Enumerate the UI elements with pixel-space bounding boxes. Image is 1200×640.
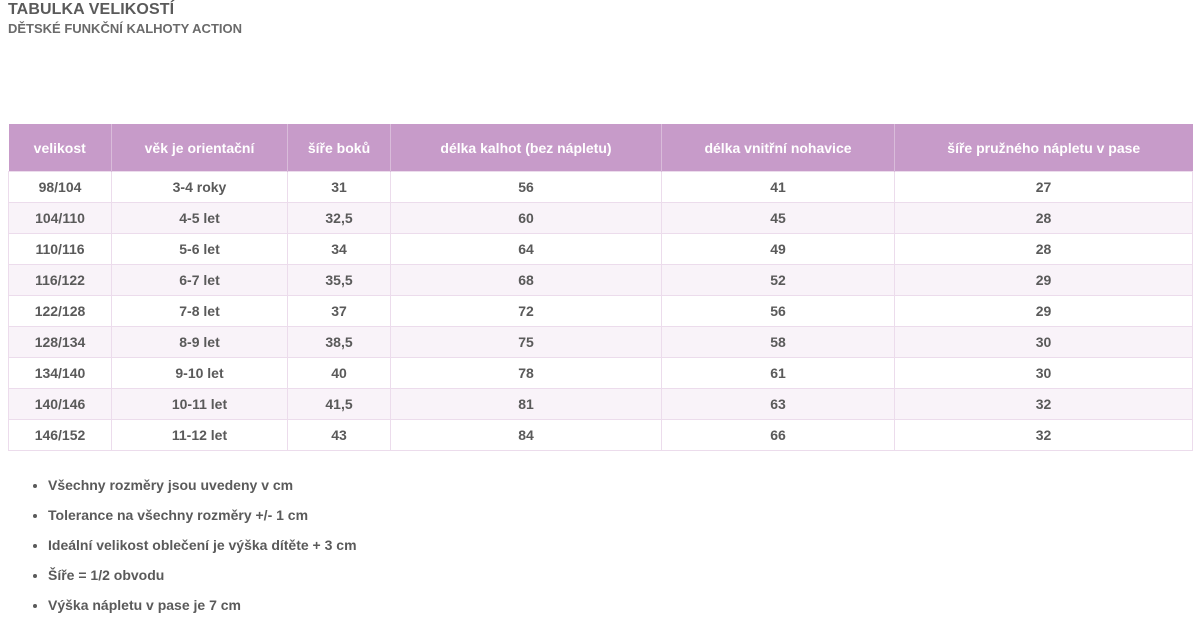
column-header: délka vnitřní nohavice	[661, 124, 895, 172]
table-cell: 9-10 let	[111, 357, 288, 389]
table-cell: 78	[390, 357, 662, 389]
table-row: 140/146 10-11 let 41,5 81 63 32	[8, 388, 1193, 420]
table-cell: 28	[894, 233, 1193, 265]
table-cell: 41,5	[287, 388, 391, 420]
table-row: 98/104 3-4 roky 31 56 41 27	[8, 171, 1193, 203]
table-row: 104/110 4-5 let 32,5 60 45 28	[8, 202, 1193, 234]
table-cell: 116/122	[8, 264, 112, 296]
table-cell: 38,5	[287, 326, 391, 358]
page-subtitle: DĚTSKÉ FUNKČNÍ KALHOTY ACTION	[8, 21, 242, 36]
column-header: šíře pružného nápletu v pase	[894, 124, 1193, 172]
column-header: věk je orientační	[111, 124, 288, 172]
column-header: šíře boků	[287, 124, 391, 172]
note-item: Tolerance na všechny rozměry +/- 1 cm	[48, 504, 358, 526]
note-item: Výška nápletu v pase je 7 cm	[48, 594, 358, 616]
table-cell: 5-6 let	[111, 233, 288, 265]
table-cell: 75	[390, 326, 662, 358]
table-cell: 31	[287, 171, 391, 203]
table-cell: 81	[390, 388, 662, 420]
table-cell: 34	[287, 233, 391, 265]
table-cell: 3-4 roky	[111, 171, 288, 203]
table-cell: 134/140	[8, 357, 112, 389]
table-cell: 4-5 let	[111, 202, 288, 234]
table-cell: 30	[894, 357, 1193, 389]
table-cell: 84	[390, 419, 662, 451]
table-cell: 7-8 let	[111, 295, 288, 327]
table-header-row: velikost věk je orientační šíře boků dél…	[8, 124, 1193, 172]
table-cell: 32	[894, 388, 1193, 420]
table-row: 146/152 11-12 let 43 84 66 32	[8, 419, 1193, 451]
table-cell: 146/152	[8, 419, 112, 451]
table-cell: 6-7 let	[111, 264, 288, 296]
table-cell: 61	[661, 357, 895, 389]
table-row: 134/140 9-10 let 40 78 61 30	[8, 357, 1193, 389]
table-cell: 10-11 let	[111, 388, 288, 420]
note-item: Šíře = 1/2 obvodu	[48, 564, 358, 586]
table-cell: 49	[661, 233, 895, 265]
table-row: 116/122 6-7 let 35,5 68 52 29	[8, 264, 1193, 296]
table-cell: 60	[390, 202, 662, 234]
table-cell: 98/104	[8, 171, 112, 203]
table-cell: 37	[287, 295, 391, 327]
table-row: 128/134 8-9 let 38,5 75 58 30	[8, 326, 1193, 358]
table-cell: 68	[390, 264, 662, 296]
table-cell: 29	[894, 295, 1193, 327]
page-title: TABULKA VELIKOSTÍ	[8, 1, 175, 18]
notes-list: Všechny rozměry jsou uvedeny v cm Tolera…	[28, 474, 358, 624]
table-row: 110/116 5-6 let 34 64 49 28	[8, 233, 1193, 265]
column-header: délka kalhot (bez nápletu)	[390, 124, 662, 172]
table-cell: 40	[287, 357, 391, 389]
table-cell: 52	[661, 264, 895, 296]
table-row: 122/128 7-8 let 37 72 56 29	[8, 295, 1193, 327]
note-item: Ideální velikost oblečení je výška dítět…	[48, 534, 358, 556]
table-cell: 43	[287, 419, 391, 451]
table-cell: 56	[661, 295, 895, 327]
size-table: velikost věk je orientační šíře boků dél…	[8, 124, 1193, 451]
table-cell: 30	[894, 326, 1193, 358]
table-cell: 56	[390, 171, 662, 203]
table-cell: 32	[894, 419, 1193, 451]
table-cell: 58	[661, 326, 895, 358]
table-cell: 27	[894, 171, 1193, 203]
table-cell: 41	[661, 171, 895, 203]
column-header: velikost	[8, 124, 112, 172]
table-cell: 122/128	[8, 295, 112, 327]
table-cell: 32,5	[287, 202, 391, 234]
table-cell: 140/146	[8, 388, 112, 420]
table-cell: 8-9 let	[111, 326, 288, 358]
note-item: Všechny rozměry jsou uvedeny v cm	[48, 474, 358, 496]
table-cell: 63	[661, 388, 895, 420]
table-cell: 35,5	[287, 264, 391, 296]
table-cell: 128/134	[8, 326, 112, 358]
table-cell: 28	[894, 202, 1193, 234]
table-cell: 45	[661, 202, 895, 234]
table-cell: 66	[661, 419, 895, 451]
table-cell: 72	[390, 295, 662, 327]
table-cell: 11-12 let	[111, 419, 288, 451]
table-cell: 104/110	[8, 202, 112, 234]
table-cell: 64	[390, 233, 662, 265]
table-cell: 110/116	[8, 233, 112, 265]
table-cell: 29	[894, 264, 1193, 296]
